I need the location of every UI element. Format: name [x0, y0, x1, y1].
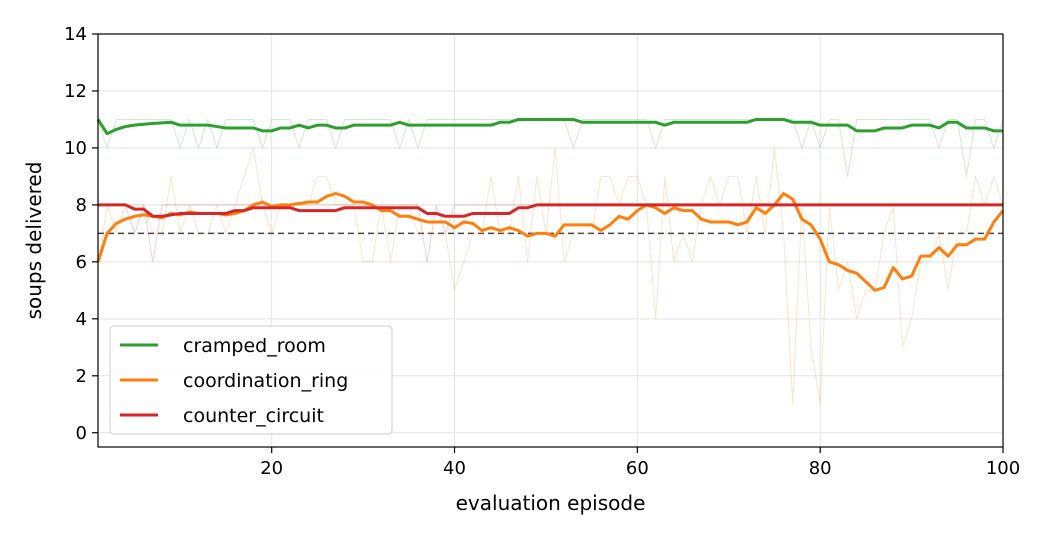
y-axis-label: soups delivered: [22, 162, 46, 320]
x-tick-label: 60: [626, 458, 649, 479]
x-tick-label: 80: [809, 458, 832, 479]
x-axis-label: evaluation episode: [456, 491, 646, 515]
smoothed-series-layer: [96, 117, 1005, 292]
y-tick-label: 10: [64, 138, 87, 159]
x-tick-label: 40: [443, 458, 466, 479]
x-tick-label: 20: [260, 458, 283, 479]
legend-label: counter_circuit: [183, 405, 324, 427]
raw-line-coordination_ring: [97, 147, 1004, 405]
y-tick-label: 6: [76, 252, 87, 273]
legend-label: coordination_ring: [183, 370, 348, 392]
y-tick-label: 12: [64, 81, 87, 102]
legend-box: [109, 325, 393, 435]
series-line-cramped_room: [96, 117, 1003, 136]
y-tick-label: 0: [76, 423, 87, 444]
y-tick-label: 4: [76, 309, 87, 330]
plot-frame: [97, 33, 1004, 448]
y-axis-ticks: 0 2 4 6 8 10 12 14: [64, 24, 98, 444]
series-line-counter_circuit: [98, 203, 1003, 218]
y-tick-label: 14: [64, 24, 87, 45]
legend-label: cramped_room: [183, 335, 326, 357]
y-tick-label: 8: [76, 195, 87, 216]
y-tick-label: 2: [76, 366, 87, 387]
legend: cramped_room coordination_ring counter_cir…: [109, 325, 393, 435]
x-axis-ticks: 20 40 60 80 100: [260, 447, 1020, 479]
x-tick-label: 100: [986, 458, 1020, 479]
